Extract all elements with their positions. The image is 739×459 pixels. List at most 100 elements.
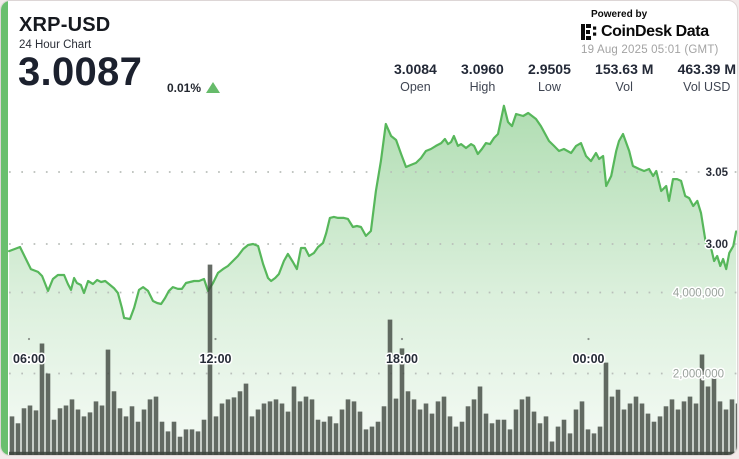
- volume-bar: [291, 386, 297, 455]
- time-tick-dot: [214, 337, 217, 341]
- stat-vol-usd: 463.39 M Vol USD: [678, 61, 736, 94]
- volume-bar: [507, 429, 513, 455]
- stat-value: 3.0960: [461, 61, 504, 77]
- stat-value: 3.0084: [394, 61, 437, 77]
- volume-bar: [357, 411, 363, 455]
- volume-bar: [249, 416, 255, 455]
- volume-bar: [735, 403, 737, 455]
- brand-row[interactable]: CoinDesk Data: [581, 23, 729, 41]
- volume-bar: [99, 405, 105, 455]
- volume-bar: [717, 401, 723, 455]
- stat-label: Vol: [615, 80, 633, 94]
- volume-bar: [411, 399, 417, 455]
- volume-bar: [381, 406, 387, 455]
- volume-bar: [87, 412, 93, 455]
- change-percent: 0.01%: [167, 81, 202, 95]
- volume-bar: [429, 413, 435, 455]
- stat-vol: 153.63 M Vol: [595, 61, 653, 94]
- volume-bar: [585, 429, 591, 455]
- volume-bar: [207, 264, 213, 455]
- volume-axis-label: 2,000,000: [673, 369, 724, 381]
- chart-subtitle: 24 Hour Chart: [19, 39, 92, 51]
- volume-bar: [111, 391, 117, 455]
- volume-bar: [477, 386, 483, 455]
- volume-bar: [33, 410, 39, 455]
- volume-bar: [495, 419, 501, 455]
- volume-bar: [183, 429, 189, 455]
- volume-bar: [591, 433, 597, 455]
- volume-bar: [93, 401, 99, 455]
- volume-bar: [597, 426, 603, 455]
- volume-bar: [441, 396, 447, 455]
- volume-bar: [321, 421, 327, 455]
- volume-bar: [297, 401, 303, 455]
- volume-bar: [681, 401, 687, 455]
- volume-bar: [453, 426, 459, 455]
- time-tick-dot: [400, 337, 404, 341]
- volume-bar: [645, 413, 651, 455]
- volume-bar: [651, 421, 657, 455]
- volume-bar: [465, 406, 471, 455]
- volume-bar: [699, 354, 705, 455]
- volume-bar: [399, 348, 405, 455]
- volume-bar: [231, 397, 237, 455]
- volume-bar: [351, 401, 357, 455]
- volume-bar: [393, 398, 399, 455]
- volume-bar: [261, 403, 267, 455]
- stat-label: High: [469, 80, 496, 94]
- volume-bar: [555, 426, 561, 455]
- volume-bar: [327, 416, 333, 455]
- volume-bar: [45, 373, 51, 455]
- current-price: 3.0087: [18, 50, 143, 94]
- brand-name: CoinDesk Data: [601, 23, 709, 40]
- volume-bar: [663, 406, 669, 455]
- volume-bar: [57, 408, 63, 455]
- attribution-block: Powered by CoinDesk Data 19 Aug 2025 05:…: [581, 9, 729, 56]
- volume-bar: [141, 409, 147, 455]
- volume-bar: [135, 421, 141, 455]
- volume-bar: [423, 403, 429, 455]
- volume-bar: [537, 423, 543, 455]
- coindesk-logo-icon: [581, 24, 597, 40]
- volume-bar: [201, 419, 207, 455]
- powered-by-label: Powered by: [591, 9, 648, 20]
- volume-bar: [729, 399, 735, 455]
- time-tick-dot: [27, 337, 31, 341]
- volume-bar: [639, 403, 645, 455]
- volume-axis-label: 4,000,000: [673, 288, 724, 300]
- volume-bar: [363, 429, 369, 455]
- volume-bar: [669, 399, 675, 455]
- volume-bar: [309, 399, 315, 455]
- time-tick-dot: [587, 337, 590, 341]
- volume-bar: [471, 399, 477, 455]
- volume-bar: [579, 401, 585, 455]
- price-axis-label: 3.00: [706, 239, 728, 251]
- volume-bar: [219, 403, 225, 455]
- stat-label: Low: [537, 80, 561, 94]
- volume-bar: [153, 396, 159, 455]
- volume-bar: [273, 399, 279, 455]
- volume-bar: [333, 423, 339, 455]
- x-axis-label: 12:00: [200, 352, 232, 366]
- price-area: [9, 105, 737, 455]
- volume-bar: [171, 421, 177, 455]
- volume-bar: [693, 403, 699, 455]
- data-timestamp: 19 Aug 2025 05:01 (GMT): [581, 44, 719, 56]
- volume-bar: [51, 419, 57, 455]
- volume-bar: [573, 409, 579, 455]
- volume-bar: [285, 411, 291, 455]
- volume-bar: [69, 399, 75, 455]
- volume-bar: [129, 406, 135, 455]
- volume-bar: [633, 396, 639, 455]
- volume-bar: [195, 431, 201, 455]
- volume-bar: [267, 401, 273, 455]
- volume-bar: [345, 399, 351, 455]
- volume-bar: [315, 419, 321, 455]
- volume-baseline: [9, 451, 737, 455]
- volume-bar: [561, 419, 567, 455]
- volume-bar: [615, 389, 621, 455]
- volume-bar: [687, 396, 693, 455]
- volume-bar: [549, 441, 555, 455]
